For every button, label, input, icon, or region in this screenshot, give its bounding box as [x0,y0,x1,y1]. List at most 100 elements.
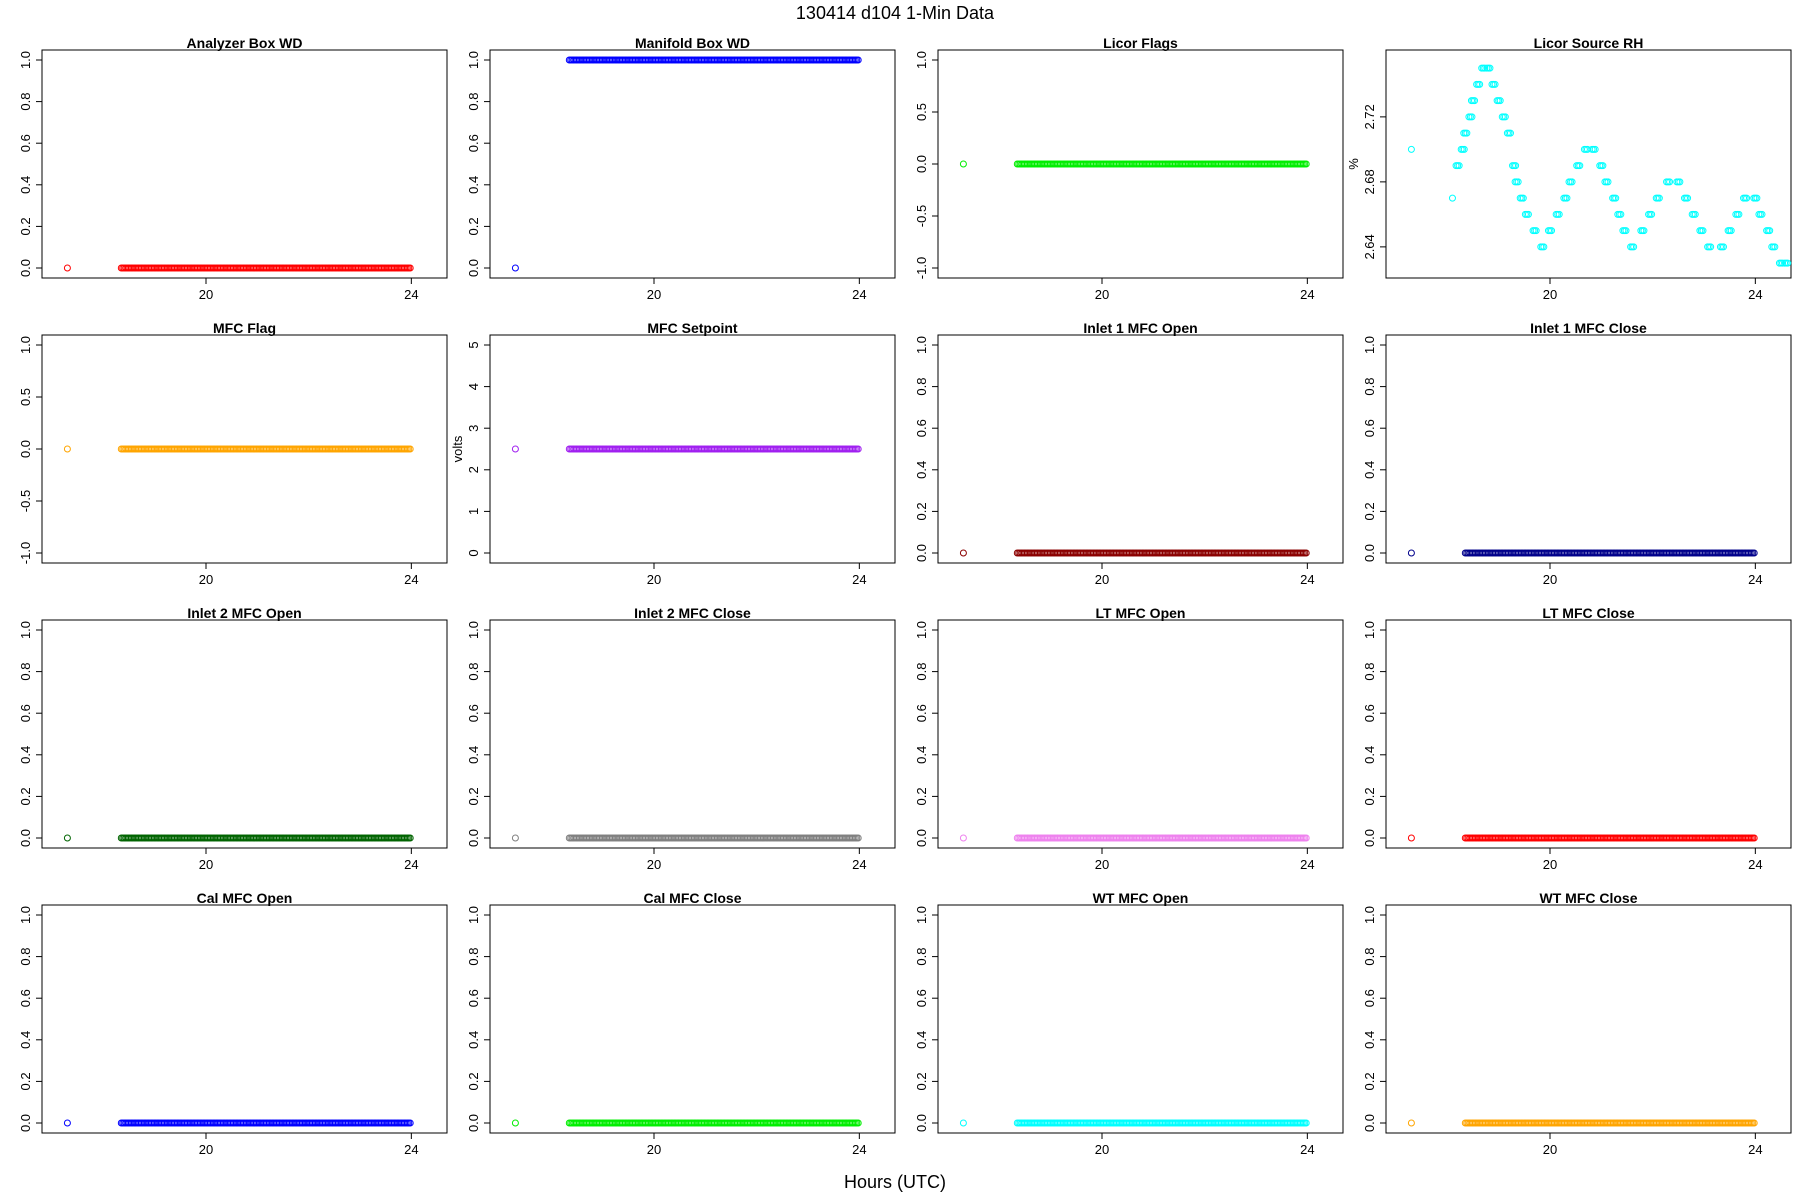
y-tick-label: 0.0 [914,155,929,173]
y-tick-label: 0.8 [1362,378,1377,396]
y-tick-label: 0.4 [466,1031,481,1049]
plot-frame [489,49,896,279]
data-point [63,264,71,272]
y-tick-label: 0 [466,549,481,556]
data-point [854,834,862,842]
y-tick-label: 0.6 [1362,704,1377,722]
panel-14: WT MFC Open 0.0 0.2 0.4 0.6 0.8 1.0 20 24 [914,890,1344,1157]
panel-title: Inlet 1 MFC Close [1530,320,1647,336]
data-point [63,445,71,453]
y-tick-label: 0.2 [18,1072,33,1090]
data-point [1548,227,1556,235]
y-tick-label: 0.5 [914,103,929,121]
y-tick-label: 1.0 [18,51,33,69]
panel-title: Inlet 1 MFC Open [1083,320,1197,336]
y-tick-label: 0.2 [914,1072,929,1090]
data-point [1727,227,1735,235]
panel-title: MFC Setpoint [647,320,738,336]
panel-9: Inlet 2 MFC Close 0.0 0.2 0.4 0.6 0.8 1.0 20 24 [466,605,896,872]
data-point [1648,210,1656,218]
data-point [1766,227,1774,235]
data-point [1463,129,1471,137]
data-point [1753,194,1761,202]
data-point [1640,227,1648,235]
y-tick-label: 3 [466,425,481,432]
data-point [959,834,967,842]
y-tick-label: 0.8 [466,948,481,966]
y-tick-label: 0.8 [18,948,33,966]
data-point [1576,162,1584,170]
data-point [1591,145,1599,153]
data-point [1519,194,1527,202]
data-points [63,1119,414,1127]
data-point [854,445,862,453]
data-point [1468,113,1476,121]
panel-title: LT MFC Open [1096,605,1186,621]
y-tick-label: 0.0 [18,829,33,847]
y-axis-label: volts [450,435,465,462]
y-tick-label: 1.0 [18,906,33,924]
x-tick-label: 20 [1095,287,1109,302]
x-tick-label: 24 [1300,572,1314,587]
data-points [511,56,862,272]
y-tick-label: 0.2 [466,1072,481,1090]
data-point [1612,194,1620,202]
data-point [406,445,414,453]
data-points [511,834,862,842]
y-tick-label: 0.2 [466,217,481,235]
y-tick-label: 1.0 [914,51,929,69]
panel-title: Inlet 2 MFC Open [187,605,301,621]
data-point [511,264,519,272]
panel-title: Licor Source RH [1534,35,1644,51]
x-tick-label: 24 [404,1142,418,1157]
y-tick-label: 0.0 [18,440,33,458]
y-tick-label: 0.6 [466,989,481,1007]
y-tick-label: 0.4 [1362,1031,1377,1049]
plot-frame [489,619,896,849]
y-tick-label: 4 [466,383,481,390]
data-point [511,445,519,453]
panel-0: Analyzer Box WD 0.0 0.2 0.4 0.6 0.8 1.0 20 24 [18,35,448,302]
x-tick-label: 24 [852,1142,866,1157]
y-tick-label: 0.6 [1362,419,1377,437]
y-tick-label: 0.0 [18,259,33,277]
plot-frame [937,904,1344,1134]
data-point [1604,178,1612,186]
y-tick-label: 1.0 [1362,906,1377,924]
data-point [1743,194,1751,202]
y-tick-label: 2 [466,466,481,473]
y-tick-label: 1.0 [914,906,929,924]
y-tick-label: 0.2 [1362,1072,1377,1090]
y-tick-label: 0.2 [18,217,33,235]
y-tick-label: -1.0 [914,257,929,279]
plot-frame [41,49,448,279]
y-tick-label: 1.0 [466,906,481,924]
data-point [1666,178,1674,186]
panel-title: Cal MFC Open [197,890,293,906]
x-tick-label: 20 [1095,857,1109,872]
data-point [1599,162,1607,170]
data-point [1460,145,1468,153]
panels-grid: Analyzer Box WD0.00.20.40.60.81.020 24Man… [18,35,1792,1157]
panel-title: LT MFC Close [1542,605,1635,621]
x-tick-label: 20 [1543,857,1557,872]
data-point [854,56,862,64]
data-point [1771,243,1779,251]
y-tick-label: 0.2 [914,502,929,520]
x-tick-label: 24 [852,287,866,302]
x-tick-label: 20 [647,857,661,872]
x-tick-label: 20 [199,857,213,872]
data-points [511,445,862,453]
x-tick-label: 20 [647,572,661,587]
y-tick-label: 0.0 [914,544,929,562]
y-tick-label: 0.0 [914,1114,929,1132]
data-point [1407,549,1415,557]
x-tick-label: 24 [1748,572,1762,587]
x-tick-label: 24 [1300,1142,1314,1157]
data-point [1302,834,1310,842]
y-tick-label: 1.0 [1362,336,1377,354]
plot-frame [489,904,896,1134]
plot-frame [1385,619,1792,849]
data-point [1630,243,1638,251]
data-point [1302,160,1310,168]
